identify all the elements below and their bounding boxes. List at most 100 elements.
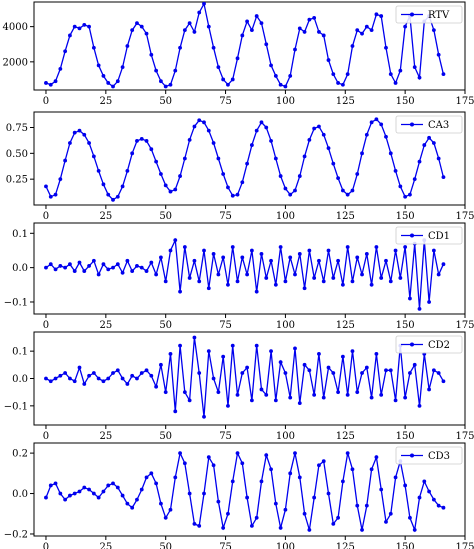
- data-point: [216, 156, 221, 161]
- data-point: [340, 354, 345, 359]
- data-point: [125, 382, 130, 386]
- y-tick-label: −0.1: [4, 401, 28, 412]
- data-point: [393, 81, 398, 85]
- data-point: [63, 158, 68, 163]
- data-point: [326, 146, 331, 151]
- data-point: [168, 507, 173, 512]
- data-point: [355, 390, 360, 395]
- legend-box: [395, 115, 463, 134]
- data-point: [427, 300, 431, 304]
- data-point: [226, 403, 230, 408]
- data-point: [436, 503, 441, 508]
- data-point: [384, 519, 388, 524]
- data-point: [211, 376, 216, 381]
- x-tick-label: 75: [219, 211, 232, 222]
- data-point: [297, 174, 302, 178]
- data-point: [417, 75, 422, 80]
- data-point: [240, 461, 245, 466]
- data-point: [403, 395, 408, 400]
- data-point: [427, 135, 431, 140]
- data-point: [216, 272, 221, 277]
- axes-frame: [33, 111, 466, 206]
- x-tick-label: 50: [159, 211, 172, 222]
- subplot-3: 0 25 50 75 100 125 150 175 −0.1 0.0 0.1 CD1: [4, 222, 474, 331]
- data-point: [149, 52, 154, 57]
- data-point: [202, 491, 206, 496]
- data-point: [278, 82, 283, 87]
- data-point: [374, 351, 379, 356]
- data-point: [388, 151, 393, 156]
- data-point: [91, 258, 96, 263]
- data-point: [283, 279, 288, 284]
- data-point: [197, 118, 202, 123]
- data-point: [412, 65, 417, 70]
- data-point: [192, 124, 197, 129]
- data-point: [82, 22, 87, 27]
- data-point: [249, 398, 254, 403]
- data-point: [235, 192, 240, 197]
- data-point: [302, 30, 307, 34]
- data-point: [163, 84, 168, 89]
- data-point: [168, 248, 173, 253]
- data-point: [111, 481, 115, 486]
- data-point: [374, 117, 379, 122]
- data-point: [63, 265, 68, 270]
- x-tick-label: 100: [276, 431, 295, 442]
- data-point: [159, 501, 163, 506]
- x-tick-label: 50: [159, 542, 172, 549]
- legend: CD1: [395, 226, 463, 245]
- data-point: [355, 503, 360, 508]
- data-point: [417, 306, 422, 311]
- data-point: [245, 19, 250, 24]
- data-point: [350, 279, 355, 284]
- x-tick-label: 25: [99, 542, 112, 549]
- data-point: [360, 371, 364, 375]
- data-point: [278, 360, 283, 364]
- data-point: [269, 467, 273, 472]
- y-tick-label: 0.0: [12, 374, 28, 385]
- data-point: [278, 526, 283, 530]
- data-point: [120, 270, 125, 275]
- x-tick-label: 125: [336, 320, 355, 331]
- data-point: [384, 134, 388, 139]
- data-point: [226, 511, 230, 516]
- data-point: [288, 255, 293, 260]
- data-point: [364, 24, 369, 29]
- x-tick-label: 150: [396, 542, 415, 549]
- data-point: [336, 81, 340, 85]
- data-point: [226, 185, 230, 190]
- data-point: [297, 475, 302, 480]
- data-point: [206, 128, 211, 133]
- data-point: [192, 258, 197, 263]
- x-tick-label: 25: [99, 320, 112, 331]
- data-point: [178, 289, 182, 294]
- data-point: [259, 120, 264, 125]
- data-point: [211, 463, 216, 468]
- data-point: [393, 398, 398, 403]
- x-tick-label: 0: [43, 431, 49, 442]
- data-point: [87, 264, 91, 268]
- data-point: [345, 245, 350, 249]
- data-point: [87, 141, 91, 145]
- data-point: [312, 276, 317, 280]
- x-tick-label: 0: [43, 542, 49, 549]
- legend-marker: [410, 453, 414, 458]
- data-point: [125, 169, 130, 173]
- data-point: [72, 24, 77, 29]
- data-point: [149, 147, 154, 152]
- data-point: [206, 24, 211, 29]
- data-point: [245, 365, 250, 370]
- data-point: [436, 52, 441, 57]
- x-tick-label: 50: [159, 431, 172, 442]
- y-tick-label: 2000: [3, 57, 28, 68]
- data-point: [120, 65, 125, 70]
- data-point: [417, 495, 422, 500]
- data-point: [91, 371, 96, 375]
- data-point: [53, 192, 58, 197]
- data-point: [72, 491, 77, 496]
- data-point: [307, 17, 312, 22]
- data-point: [379, 276, 384, 280]
- data-point: [197, 523, 202, 528]
- data-point: [321, 459, 326, 464]
- x-tick-label: 100: [276, 542, 295, 549]
